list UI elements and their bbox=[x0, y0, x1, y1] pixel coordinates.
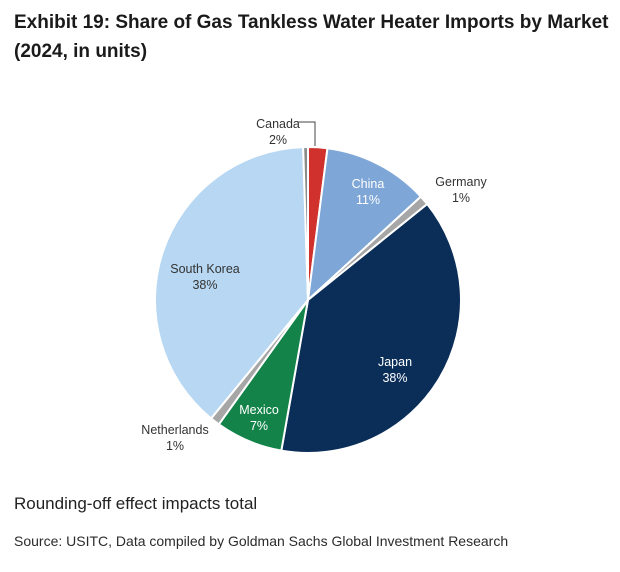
pie-slice-japan bbox=[280, 202, 462, 454]
slice-value-mexico: 7% bbox=[250, 419, 268, 433]
slice-value-netherlands: 1% bbox=[166, 439, 184, 453]
chart-title: Exhibit 19: Share of Gas Tankless Water … bbox=[14, 12, 609, 62]
pie-slice-china bbox=[306, 147, 423, 303]
slice-label-south-korea: South Korea bbox=[170, 262, 240, 276]
slice-value-canada: 2% bbox=[269, 133, 287, 147]
slice-label-mexico: Mexico bbox=[239, 403, 279, 417]
slice-label-canada: Canada bbox=[256, 117, 300, 131]
slice-value-germany: 1% bbox=[452, 191, 470, 205]
source-note: Source: USITC, Data compiled by Goldman … bbox=[14, 533, 509, 549]
pie-slice-south-korea bbox=[154, 146, 310, 420]
slice-value-south-korea: 38% bbox=[192, 278, 217, 292]
pie-chart-svg: Canada 2% China 11% Germany 1% Japan 38% Mexico 7… bbox=[141, 117, 487, 454]
footnote: Rounding-off effect impacts total bbox=[14, 494, 258, 513]
slice-label-japan: Japan bbox=[378, 355, 412, 369]
slice-label-china: China bbox=[352, 177, 385, 191]
pie-slice-other bbox=[302, 145, 309, 301]
leader-line-canada bbox=[298, 121, 316, 146]
slice-label-germany: Germany bbox=[435, 175, 487, 189]
slice-label-netherlands: Netherlands bbox=[141, 423, 208, 437]
slice-value-japan: 38% bbox=[382, 371, 407, 385]
slice-value-china: 11% bbox=[356, 193, 380, 207]
